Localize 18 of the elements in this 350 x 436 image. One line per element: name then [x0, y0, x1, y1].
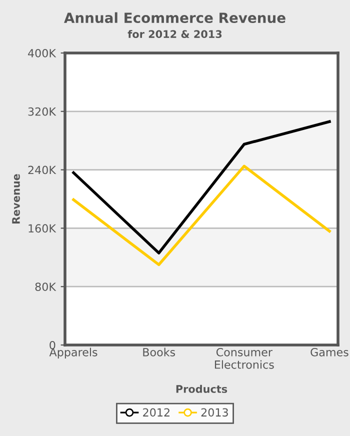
x-axis-title: Products	[176, 384, 228, 393]
legend-label: 2012	[143, 408, 170, 417]
x-tick-label: Games	[310, 348, 348, 356]
legend-label: 2013	[201, 408, 228, 417]
x-tick-label: Consumer Electronics	[214, 348, 274, 369]
line-series	[72, 164, 331, 266]
y-tick-label: 400K	[28, 48, 56, 58]
chart-subtitle: for 2012 & 2013	[128, 30, 222, 38]
y-tick-label: 80K	[35, 282, 56, 291]
y-tick-label: 320K	[28, 107, 56, 116]
line-series	[72, 120, 331, 254]
x-tick-label: Books	[143, 348, 176, 356]
y-axis-title: Revenue	[12, 174, 20, 224]
y-tick-label: 160K	[28, 224, 56, 233]
x-tick-label: Apparels	[49, 348, 98, 359]
y-tick-label: 0	[50, 340, 56, 350]
y-tick-label: 240K	[28, 166, 56, 174]
chart-title: Annual Ecommerce Revenue	[64, 12, 286, 24]
